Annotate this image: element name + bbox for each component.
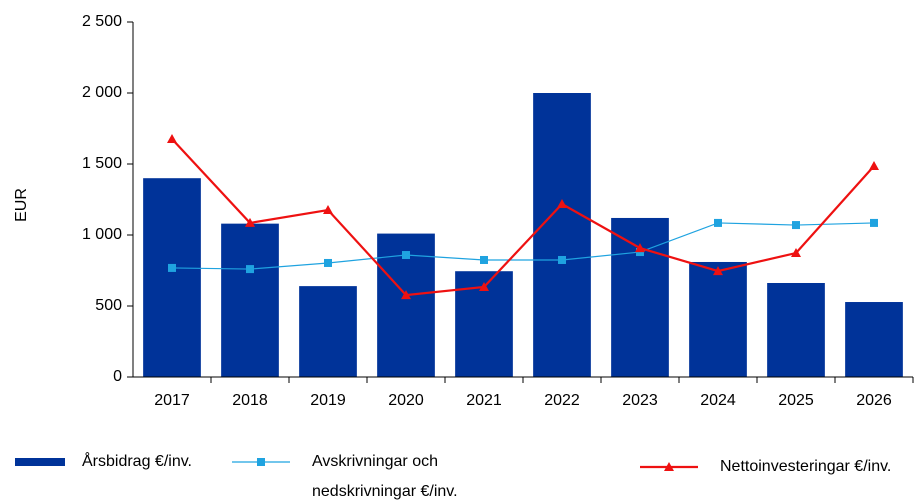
x-tick-label: 2018 bbox=[232, 392, 268, 409]
marker bbox=[323, 205, 333, 215]
marker bbox=[558, 255, 566, 264]
y-axis-label: EUR bbox=[13, 188, 30, 222]
legend-label: Avskrivningar och nedskrivningar €/inv. bbox=[312, 453, 458, 500]
x-tick-label: 2024 bbox=[700, 392, 736, 409]
x-tick-label: 2026 bbox=[856, 392, 892, 409]
legend-marker bbox=[664, 462, 674, 471]
bar bbox=[845, 302, 903, 377]
bar bbox=[689, 261, 747, 377]
marker bbox=[167, 134, 177, 144]
marker bbox=[791, 248, 801, 258]
y-tick-label: 1 500 bbox=[82, 155, 122, 172]
marker bbox=[324, 258, 332, 267]
bar bbox=[533, 93, 591, 377]
bar bbox=[299, 286, 357, 377]
bar bbox=[767, 282, 825, 377]
marker bbox=[245, 217, 255, 227]
x-tick-label: 2019 bbox=[310, 392, 346, 409]
line bbox=[171, 138, 875, 297]
marker bbox=[480, 255, 488, 264]
marker bbox=[713, 266, 723, 276]
y-tick-label: 0 bbox=[113, 368, 122, 385]
legend-label: Nettoinvesteringar €/inv. bbox=[720, 458, 892, 475]
marker bbox=[792, 221, 800, 230]
x-tick-label: 2022 bbox=[544, 392, 580, 409]
legend-marker bbox=[257, 458, 265, 466]
marker bbox=[557, 199, 567, 209]
y-tick-label: 2 000 bbox=[82, 84, 122, 101]
marker bbox=[869, 160, 879, 170]
legend-label: Årsbidrag €/inv. bbox=[82, 453, 192, 470]
x-tick-label: 2021 bbox=[466, 392, 502, 409]
bar bbox=[143, 178, 201, 377]
marker bbox=[402, 251, 410, 260]
legend-swatch bbox=[15, 458, 65, 466]
x-tick-label: 2023 bbox=[622, 392, 658, 409]
y-tick-label: 1 000 bbox=[82, 226, 122, 243]
x-tick-label: 2017 bbox=[154, 392, 190, 409]
line bbox=[171, 222, 875, 270]
x-tick-label: 2020 bbox=[388, 392, 424, 409]
marker bbox=[479, 281, 489, 291]
marker bbox=[168, 263, 176, 272]
marker bbox=[714, 218, 722, 227]
x-tick-label: 2025 bbox=[778, 392, 814, 409]
y-tick-label: 2 500 bbox=[82, 13, 122, 30]
y-tick-label: 500 bbox=[95, 297, 122, 314]
marker bbox=[246, 265, 254, 274]
bar bbox=[221, 223, 279, 377]
marker bbox=[635, 243, 645, 253]
marker bbox=[870, 218, 878, 227]
marker bbox=[401, 290, 411, 300]
bar bbox=[611, 217, 669, 377]
